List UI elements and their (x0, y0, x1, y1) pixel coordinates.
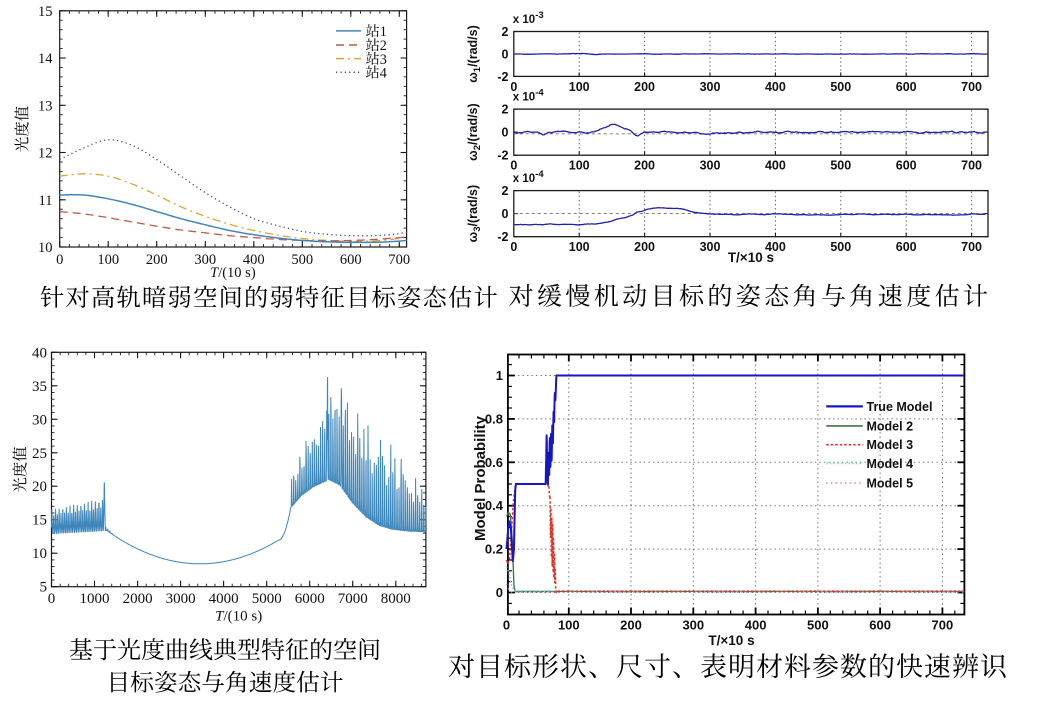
svg-text:3000: 3000 (166, 591, 196, 607)
svg-text:True Model: True Model (867, 400, 933, 414)
svg-text:-2: -2 (497, 149, 508, 163)
svg-text:100: 100 (569, 80, 590, 94)
svg-text:1: 1 (496, 368, 503, 383)
svg-text:200: 200 (634, 240, 655, 254)
svg-text:14: 14 (38, 51, 53, 67)
svg-text:30: 30 (32, 412, 47, 428)
svg-text:-2: -2 (497, 70, 508, 84)
svg-text:2: 2 (502, 184, 509, 198)
svg-text:0: 0 (502, 207, 509, 221)
svg-text:T/×10 s: T/×10 s (708, 633, 754, 648)
svg-text:300: 300 (682, 618, 704, 633)
svg-text:500: 500 (830, 159, 851, 173)
svg-text:300: 300 (700, 159, 721, 173)
svg-text:15: 15 (32, 513, 47, 529)
svg-text:35: 35 (32, 379, 47, 395)
svg-text:0: 0 (510, 240, 517, 254)
svg-text:4: 4 (380, 65, 387, 81)
svg-text:500: 500 (807, 618, 829, 633)
svg-text:200: 200 (634, 80, 655, 94)
svg-text:T/×10 s: T/×10 s (728, 250, 774, 265)
svg-text:300: 300 (194, 252, 216, 268)
svg-text:600: 600 (869, 618, 891, 633)
svg-text:8000: 8000 (381, 591, 411, 607)
svg-text:700: 700 (961, 80, 982, 94)
svg-text:2: 2 (502, 103, 509, 117)
svg-text:100: 100 (569, 240, 590, 254)
svg-text:100: 100 (569, 159, 590, 173)
svg-text:Model Probability: Model Probability (472, 415, 489, 541)
svg-text:0.2: 0.2 (485, 542, 503, 557)
svg-text:5: 5 (40, 580, 48, 596)
svg-text:11: 11 (39, 193, 53, 209)
svg-text:0: 0 (502, 126, 509, 140)
svg-text:0.6: 0.6 (485, 455, 503, 470)
svg-text:10: 10 (38, 240, 53, 256)
svg-text:0: 0 (496, 585, 503, 600)
svg-text:-2: -2 (497, 230, 508, 244)
svg-text:25: 25 (32, 446, 47, 462)
svg-text:400: 400 (243, 252, 265, 268)
svg-text:700: 700 (388, 252, 410, 268)
svg-text:2: 2 (380, 38, 387, 54)
svg-text:3: 3 (380, 52, 387, 68)
svg-text:100: 100 (558, 618, 580, 633)
svg-text:Model 4: Model 4 (867, 457, 914, 471)
svg-text:400: 400 (765, 80, 786, 94)
svg-text:2: 2 (502, 25, 509, 39)
svg-text:0.8: 0.8 (485, 411, 503, 426)
svg-text:15: 15 (38, 4, 53, 20)
svg-text:400: 400 (765, 240, 786, 254)
svg-text:0: 0 (48, 591, 56, 607)
svg-text:Model 5: Model 5 (867, 477, 914, 491)
svg-text:4000: 4000 (209, 591, 239, 607)
svg-text:5000: 5000 (252, 591, 282, 607)
svg-text:200: 200 (620, 618, 642, 633)
svg-text:12: 12 (38, 146, 53, 162)
svg-text:700: 700 (961, 240, 982, 254)
svg-text:400: 400 (745, 618, 767, 633)
svg-text:10: 10 (32, 546, 47, 562)
svg-text:700: 700 (932, 618, 954, 633)
svg-text:400: 400 (765, 159, 786, 173)
svg-text:0: 0 (502, 48, 509, 62)
svg-text:0: 0 (56, 252, 63, 268)
svg-text:2000: 2000 (123, 591, 153, 607)
svg-text:600: 600 (896, 240, 917, 254)
svg-text:0: 0 (510, 80, 517, 94)
svg-text:600: 600 (340, 252, 362, 268)
svg-text:600: 600 (896, 80, 917, 94)
svg-text:500: 500 (830, 240, 851, 254)
svg-text:1: 1 (380, 24, 387, 40)
svg-text:0.4: 0.4 (485, 498, 504, 513)
svg-text:300: 300 (700, 240, 721, 254)
svg-text:200: 200 (634, 159, 655, 173)
svg-text:13: 13 (38, 98, 53, 114)
svg-text:500: 500 (291, 252, 313, 268)
svg-text:7000: 7000 (338, 591, 368, 607)
svg-text:700: 700 (961, 159, 982, 173)
svg-text:Model 2: Model 2 (867, 419, 914, 433)
svg-text:T/(10 s): T/(10 s) (210, 265, 256, 281)
svg-text:100: 100 (97, 252, 119, 268)
svg-text:20: 20 (32, 479, 47, 495)
svg-text:600: 600 (896, 159, 917, 173)
svg-text:Model 3: Model 3 (867, 438, 914, 452)
svg-text:500: 500 (830, 80, 851, 94)
svg-text:1000: 1000 (80, 591, 110, 607)
svg-text:0: 0 (503, 618, 510, 633)
svg-text:T/(10 s): T/(10 s) (215, 609, 262, 625)
svg-text:6000: 6000 (295, 591, 325, 607)
svg-text:40: 40 (32, 345, 47, 361)
svg-text:200: 200 (146, 252, 168, 268)
svg-text:300: 300 (700, 80, 721, 94)
svg-text:0: 0 (510, 159, 517, 173)
